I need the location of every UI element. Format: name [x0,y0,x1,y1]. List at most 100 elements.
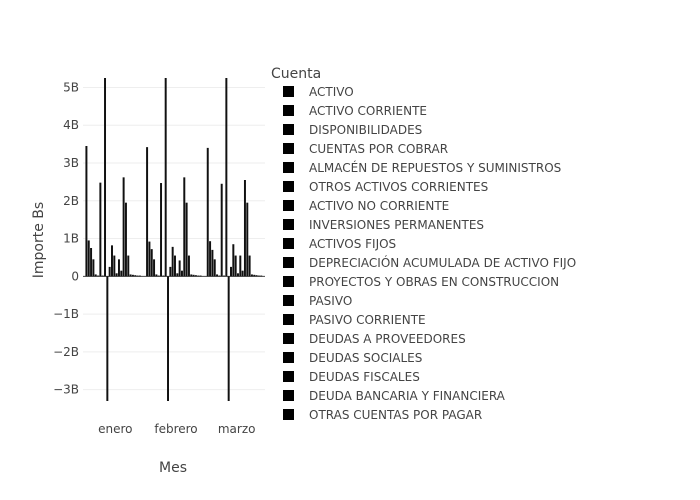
bar [150,249,153,277]
legend-label: OTROS ACTIVOS CORRIENTES [309,180,488,194]
legend-label: ACTIVOS FIJOS [309,237,396,251]
bar [239,255,242,277]
bar [104,78,107,277]
legend-label: PROYECTOS Y OBRAS EN CONSTRUCCION [309,275,559,289]
legend-item[interactable]: PASIVO CORRIENTE [283,313,426,327]
bar [146,147,149,277]
legend-item[interactable]: OTRAS CUENTAS POR PAGAR [283,408,482,422]
y-axis-ticks: 5B 4B 3B 2B 1B 0 −1B −2B −3B [53,80,79,396]
legend-swatch [283,371,294,382]
legend-swatch [283,276,294,287]
bar [216,274,219,277]
y-tick-label: −2B [53,345,79,359]
bar [176,273,179,277]
bar [117,259,120,277]
bar [227,276,230,401]
legend-swatch [283,333,294,344]
legend-label: DEUDAS A PROVEEDORES [309,332,466,346]
legend-label: DEUDAS FISCALES [309,370,420,384]
bar [211,249,214,277]
bar [101,275,104,277]
bar [232,244,235,277]
bar [167,276,170,401]
legend-label: ACTIVO [309,85,354,99]
legend-item[interactable]: DEUDA BANCARIA Y FINANCIERA [283,389,506,403]
legend-item[interactable]: DEUDAS A PROVEEDORES [283,332,466,346]
y-tick-label: 0 [71,269,79,283]
legend-swatch [283,409,294,420]
legend-item[interactable]: DEPRECIACIÓN ACUMULADA DE ACTIVO FIJO [283,255,576,270]
bar [246,202,249,277]
bar [194,275,197,277]
y-tick-label: −3B [53,383,79,397]
legend-swatch [283,86,294,97]
legend-label: DEPRECIACIÓN ACUMULADA DE ACTIVO FIJO [309,255,576,270]
bar [136,275,139,277]
legend-title: Cuenta [271,66,321,82]
bar [223,275,226,277]
legend-item[interactable]: ACTIVO [283,85,354,99]
bar [97,275,100,277]
bar [131,274,134,277]
legend-item[interactable]: ACTIVO NO CORRIENTE [283,199,449,213]
legend-item[interactable]: PROYECTOS Y OBRAS EN CONSTRUCCION [283,275,559,289]
legend-item[interactable]: PASIVO [283,294,352,308]
legend-label: ACTIVO CORRIENTE [309,104,427,118]
bar [192,274,195,277]
bar [162,275,165,277]
legend-item[interactable]: ACTIVO CORRIENTE [283,104,427,118]
bar [148,241,151,277]
legend-label: PASIVO CORRIENTE [309,313,426,327]
bar [87,240,90,277]
legend: ACTIVO ACTIVO CORRIENTE DISPONIBILIDADES CU… [283,85,576,422]
legend-swatch [283,162,294,173]
legend-item[interactable]: ALMACÉN DE REPUESTOS Y SUMINISTROS [283,160,561,175]
bar [190,274,193,277]
bar [248,255,251,277]
bar [199,275,202,277]
legend-label: ALMACÉN DE REPUESTOS Y SUMINISTROS [309,160,561,175]
bar [260,275,263,277]
bar [206,147,209,277]
bar [197,275,200,277]
legend-label: INVERSIONES PERMANENTES [309,218,484,232]
x-axis-title: Mes [159,460,187,476]
bar [230,266,232,277]
bar [124,202,127,277]
bar [180,270,183,277]
legend-item[interactable]: DEUDAS FISCALES [283,370,420,384]
bar [120,270,123,277]
legend-item[interactable]: ACTIVOS FIJOS [283,237,396,251]
bar [85,146,88,277]
legend-label: DISPONIBILIDADES [309,123,422,137]
grid-lines [83,86,265,391]
bar [218,275,221,277]
bar [99,182,102,277]
bar [225,78,228,277]
y-axis-title: Importe Bs [31,202,47,278]
bar [129,274,132,277]
bar [257,275,260,277]
x-tick-label: marzo [218,422,256,436]
legend-item[interactable]: DEUDAS SOCIALES [283,351,422,365]
bar [92,259,95,277]
legend-item[interactable]: OTROS ACTIVOS CORRIENTES [283,180,488,194]
legend-label: PASIVO [309,294,352,308]
legend-swatch [283,257,294,268]
legend-swatch [283,200,294,211]
bar [160,183,163,277]
x-tick-label: enero [98,422,132,436]
bar [178,260,181,277]
bar [122,177,125,277]
legend-swatch [283,352,294,363]
legend-swatch [283,219,294,230]
legend-item[interactable]: CUENTAS POR COBRAR [283,142,448,156]
legend-item[interactable]: DISPONIBILIDADES [283,123,422,137]
bar [213,259,216,277]
bar [153,259,156,277]
bar [106,276,109,401]
legend-swatch [283,314,294,325]
legend-item[interactable]: INVERSIONES PERMANENTES [283,218,484,232]
